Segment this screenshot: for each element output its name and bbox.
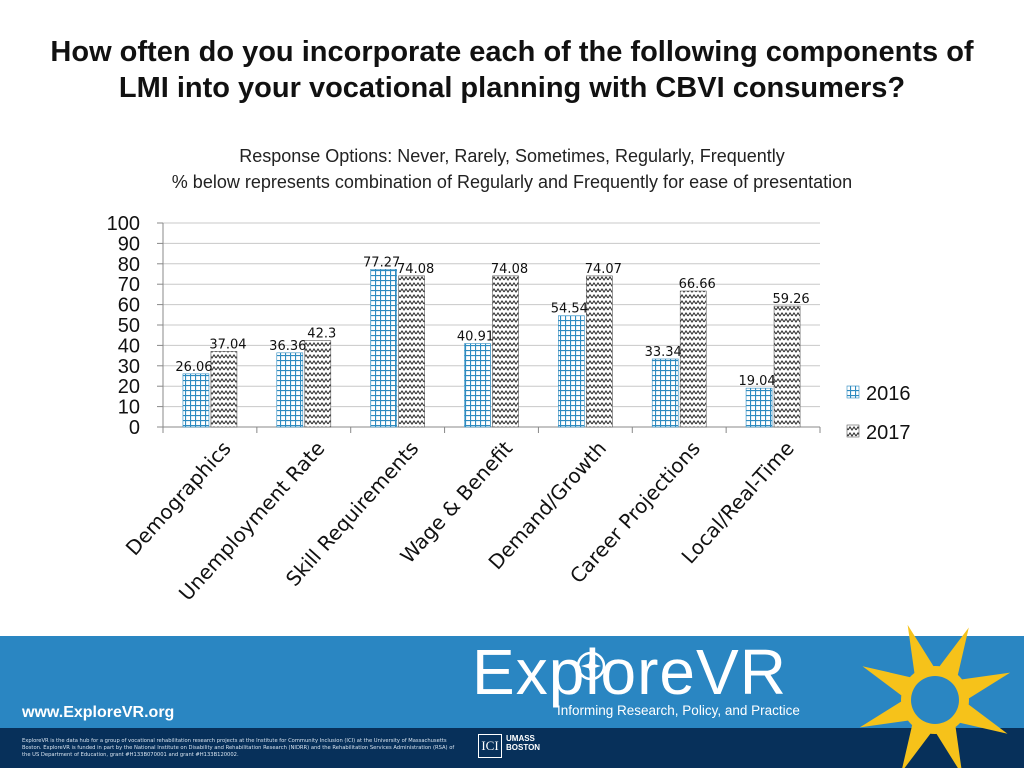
data-label-2016-5: 33.34 <box>645 345 682 360</box>
data-label-2016-6: 19.04 <box>738 374 775 389</box>
data-label-2016-2: 77.27 <box>363 255 400 270</box>
bar-2016-0 <box>182 373 210 428</box>
bar-2016-1 <box>276 352 304 428</box>
y-tick-label: 100 <box>107 213 140 235</box>
bar-2016-6 <box>745 387 773 428</box>
tagline: Informing Research, Policy, and Practice <box>557 703 800 718</box>
bar-2016-3 <box>464 343 491 428</box>
y-tick-label: 60 <box>118 295 140 317</box>
umass-boston-logo: UMASS BOSTON <box>506 734 541 752</box>
y-tick-label: 30 <box>118 356 140 378</box>
data-label-2016-3: 40.91 <box>457 330 494 345</box>
data-label-2017-0: 37.04 <box>209 337 246 352</box>
data-label-2016-0: 26.06 <box>175 360 212 375</box>
bar-2017-5 <box>679 290 707 428</box>
slide-subtitle-note: % below represents combination of Regula… <box>171 172 853 192</box>
y-tick-label: 20 <box>118 376 140 398</box>
slide-title: How often do you incorporate each of the… <box>50 36 974 104</box>
explorevr-logo: ExploreVR <box>472 636 787 708</box>
ici-logo: ICI <box>478 734 502 758</box>
data-label-2017-2: 74.08 <box>397 262 434 277</box>
bar-2016-2 <box>370 269 397 428</box>
bar-2017-4 <box>586 275 613 428</box>
legend-label-2016: 2016 <box>866 383 911 405</box>
y-tick-label: 0 <box>129 417 140 439</box>
data-label-2016-1: 36.36 <box>269 339 306 354</box>
legend-swatch-2017 <box>846 424 860 438</box>
legend-label-2017: 2017 <box>866 422 911 444</box>
funding-disclaimer: ExploreVR is the data hub for a group of… <box>22 738 455 758</box>
legend: 2016 2017 <box>846 383 911 444</box>
slide-subtitle-response-options: Response Options: Never, Rarely, Sometim… <box>239 146 785 166</box>
bar-2017-0 <box>210 351 238 428</box>
y-tick-label: 80 <box>118 254 140 276</box>
bar-2017-3 <box>492 275 519 428</box>
y-tick-label: 10 <box>118 397 140 419</box>
legend-swatch-2016 <box>846 385 860 399</box>
bar-2017-1 <box>304 340 332 428</box>
y-tick-label: 90 <box>118 233 140 255</box>
y-tick-label: 70 <box>118 274 140 296</box>
compass-icon <box>576 651 606 681</box>
data-label-2017-4: 74.07 <box>585 262 622 277</box>
bars <box>182 269 801 428</box>
bar-2016-4 <box>558 315 585 428</box>
data-label-2017-3: 74.08 <box>491 262 528 277</box>
data-label-2016-4: 54.54 <box>551 302 588 317</box>
data-label-2017-1: 42.3 <box>307 327 336 342</box>
footer-bottom-strip <box>0 728 1024 768</box>
bar-chart: 26.06 36.36 77.27 40.91 54.54 33.34 19.04 37.04… <box>107 213 911 605</box>
bar-2017-6 <box>773 305 801 428</box>
y-tick-label: 50 <box>118 315 140 337</box>
axes <box>157 222 821 433</box>
data-label-2017-6: 59.26 <box>772 292 809 307</box>
bar-2016-5 <box>651 358 679 428</box>
bar-2017-2 <box>398 275 425 428</box>
website-link[interactable]: www.ExploreVR.org <box>22 704 175 721</box>
data-label-2017-5: 66.66 <box>679 277 716 292</box>
data-labels: 26.06 36.36 77.27 40.91 54.54 33.34 19.04 37.04… <box>175 255 809 389</box>
y-tick-label: 40 <box>118 335 140 357</box>
